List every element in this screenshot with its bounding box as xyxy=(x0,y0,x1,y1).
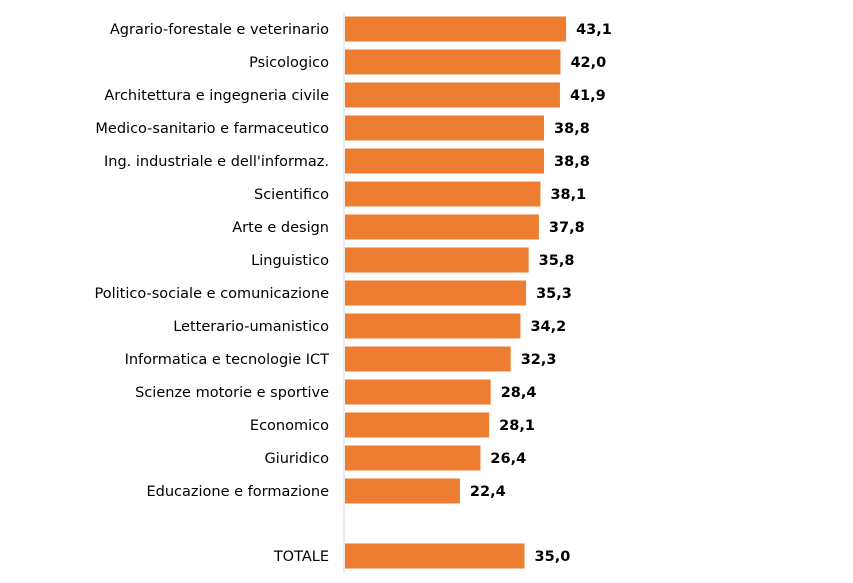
value-label-informatica-e-tecnologie-ict: 32,3 xyxy=(521,352,557,368)
category-label-group: Agrario-forestale e veterinario Psicologi… xyxy=(95,22,330,565)
bar-giuridico xyxy=(345,445,481,471)
category-label-scientifico: Scientifico xyxy=(254,187,329,203)
category-label-informatica-e-tecnologie-ict: Informatica e tecnologie ICT xyxy=(125,352,330,368)
category-label-linguistico: Linguistico xyxy=(251,253,329,269)
value-label-scienze-motorie-e-sportive: 28,4 xyxy=(501,385,537,401)
bar-educazione-e-formazione xyxy=(345,478,460,504)
bar-scienze-motorie-e-sportive xyxy=(345,379,491,405)
bar-politico-sociale-e-comunicazione xyxy=(345,280,527,306)
value-label-economico: 28,1 xyxy=(499,418,535,434)
bar-ing-industriale-e-dell-informaz xyxy=(345,148,545,174)
category-label-scienze-motorie-e-sportive: Scienze motorie e sportive xyxy=(135,385,329,401)
category-label-educazione-e-formazione: Educazione e formazione xyxy=(147,484,330,500)
value-label-linguistico: 35,8 xyxy=(539,253,575,269)
value-label-educazione-e-formazione: 22,4 xyxy=(470,484,506,500)
category-label-medico-sanitario-e-farmaceutico: Medico-sanitario e farmaceutico xyxy=(95,121,329,137)
category-label-letterario-umanistico: Letterario-umanistico xyxy=(173,319,329,335)
category-label-architettura-e-ingegneria-civile: Architettura e ingegneria civile xyxy=(104,88,329,104)
category-label-psicologico: Psicologico xyxy=(249,55,329,71)
bar-agrario-forestale-e-veterinario xyxy=(345,16,567,42)
value-label-group: 43,1 42,0 41,9 38,8 38,8 38,1 37,8 35,8 35,3 34,2… xyxy=(470,22,612,565)
category-label-ing-industriale-e-dell-informaz: Ing. industriale e dell'informaz. xyxy=(104,154,329,170)
bar-psicologico xyxy=(345,49,561,75)
value-label-letterario-umanistico: 34,2 xyxy=(530,319,566,335)
bar-scientifico xyxy=(345,181,541,207)
value-label-totale: 35,0 xyxy=(535,549,571,565)
value-label-giuridico: 26,4 xyxy=(490,451,526,467)
category-label-giuridico: Giuridico xyxy=(264,451,329,467)
bar-arte-e-design xyxy=(345,214,539,240)
bar-letterario-umanistico xyxy=(345,313,521,339)
value-label-agrario-forestale-e-veterinario: 43,1 xyxy=(576,22,612,38)
value-label-scientifico: 38,1 xyxy=(550,187,586,203)
value-label-ing-industriale-e-dell-informaz: 38,8 xyxy=(554,154,590,170)
category-label-totale: TOTALE xyxy=(273,549,329,565)
category-label-arte-e-design: Arte e design xyxy=(232,220,329,236)
category-label-agrario-forestale-e-veterinario: Agrario-forestale e veterinario xyxy=(110,22,329,38)
value-label-arte-e-design: 37,8 xyxy=(549,220,585,236)
category-label-economico: Economico xyxy=(250,418,329,434)
value-label-politico-sociale-e-comunicazione: 35,3 xyxy=(536,286,572,302)
value-label-medico-sanitario-e-farmaceutico: 38,8 xyxy=(554,121,590,137)
bar-totale xyxy=(345,543,525,569)
bar-informatica-e-tecnologie-ict xyxy=(345,346,511,372)
bar-architettura-e-ingegneria-civile xyxy=(345,82,560,108)
bar-medico-sanitario-e-farmaceutico xyxy=(345,115,545,141)
value-label-architettura-e-ingegneria-civile: 41,9 xyxy=(570,88,606,104)
bar-linguistico xyxy=(345,247,529,273)
category-label-politico-sociale-e-comunicazione: Politico-sociale e comunicazione xyxy=(95,286,330,302)
bar-economico xyxy=(345,412,490,438)
value-label-psicologico: 42,0 xyxy=(570,55,606,71)
bar-group xyxy=(345,16,567,569)
